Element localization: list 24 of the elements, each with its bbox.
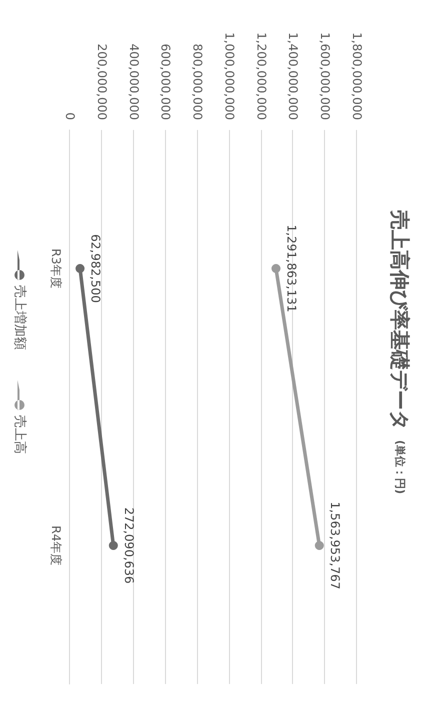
x-tick-label: 1,600,000,000	[318, 32, 332, 120]
data-label: 62,982,500	[88, 234, 103, 303]
y-tick-label: R4年度	[49, 526, 63, 566]
x-tick-label: 800,000,000	[190, 44, 205, 120]
text: (単位：円)	[394, 440, 406, 494]
text: 売上高伸び率基礎データ	[388, 210, 412, 430]
x-tick-label: 600,000,000	[158, 44, 173, 120]
legend-label: 売上増加額	[12, 285, 28, 350]
x-tick-label: 1,200,000,000	[254, 32, 268, 120]
x-tick-label: 1,000,000,000	[222, 32, 236, 120]
point	[76, 264, 85, 273]
x-tick-label: 1,800,000,000	[350, 32, 364, 120]
point	[108, 541, 118, 550]
y-tick-label: R3年度	[49, 248, 63, 288]
point	[314, 541, 324, 550]
x-tick-label: 1,400,000,000	[286, 32, 300, 120]
data-label: 272,090,636	[122, 507, 136, 584]
point	[271, 264, 280, 273]
x-tick-label: 0	[63, 112, 77, 120]
data-label: 1,563,953,767	[328, 502, 342, 590]
legend-label: 売上高	[12, 415, 28, 454]
x-tick-label: 400,000,000	[126, 44, 141, 120]
data-label: 1,291,863,131	[284, 224, 298, 312]
x-tick-label: 200,000,000	[94, 44, 109, 120]
